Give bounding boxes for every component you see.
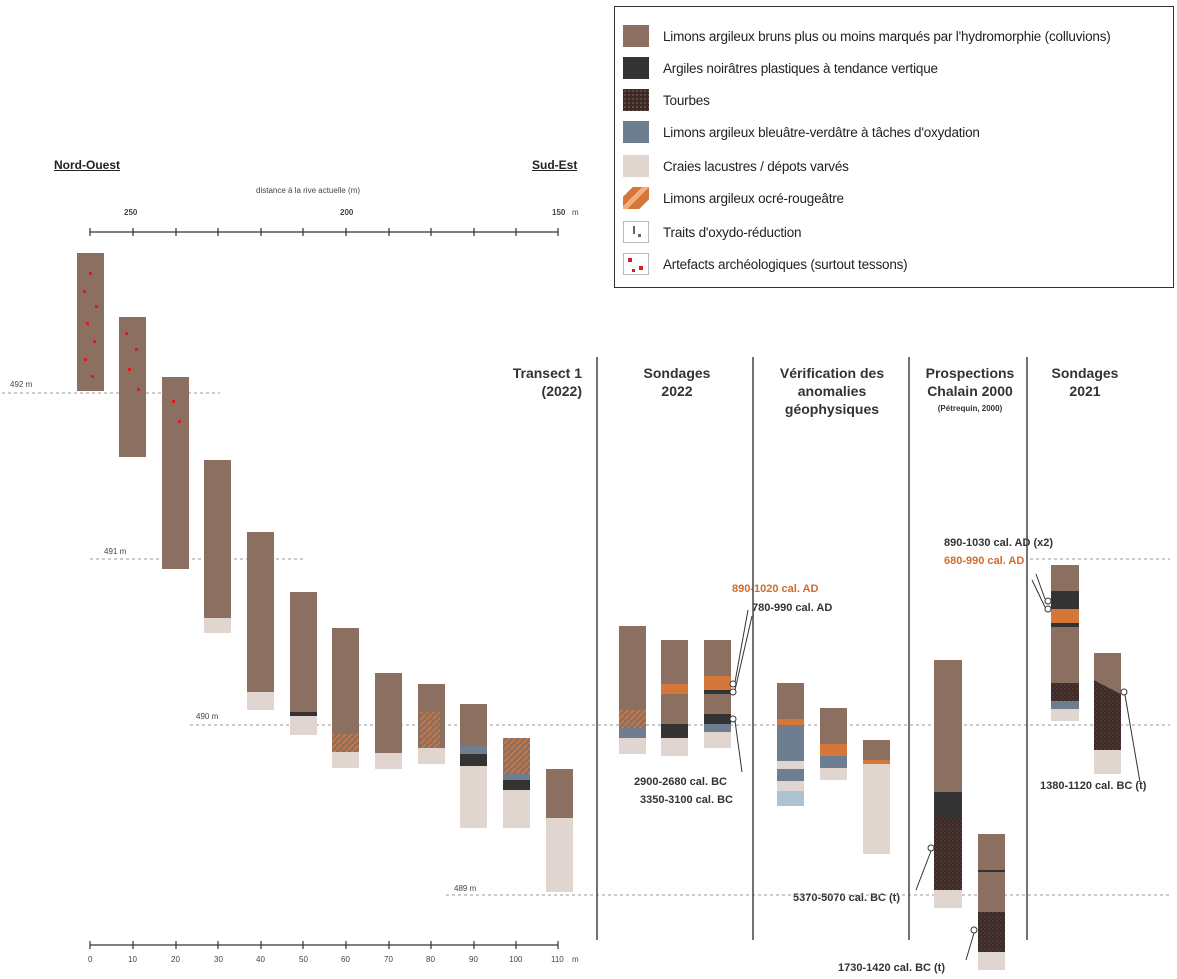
legend-item: Artefacts archéologiques (surtout tesson… [623, 253, 908, 275]
legend-label: Limons argileux bruns plus ou moins marq… [663, 28, 1111, 44]
bottom-axis [89, 941, 559, 949]
orientation-left-label: Nord-Ouest [54, 158, 120, 172]
bottom-axis-tick: 100 [509, 955, 523, 964]
date-label: 2900-2680 cal. BC [634, 776, 727, 788]
section-title-line: 2021 [1069, 383, 1101, 399]
legend-label: Traits d'oxydo-réduction [663, 224, 802, 240]
legend-label: Tourbes [663, 92, 710, 108]
bottom-axis-tick: 110 [551, 955, 564, 964]
legend-box: Limons argileux bruns plus ou moins marq… [614, 6, 1174, 288]
orientation-right-label: Sud-Est [532, 158, 578, 172]
sondages-2021-columns [1031, 565, 1141, 783]
legend-label: Limons argileux ocré-rougeâtre [663, 190, 844, 206]
bottom-axis-unit: m [572, 955, 579, 964]
legend-item: Limons argileux bleuâtre-verdâtre à tâch… [623, 121, 980, 143]
chalain-2000-columns [915, 660, 1005, 970]
section-title-line: géophysiques [784, 401, 880, 417]
top-axis-tick: 200 [340, 208, 354, 217]
top-axis [89, 228, 559, 236]
date-label: 780-990 cal. AD [752, 602, 833, 614]
section-title-line: (2022) [541, 383, 582, 399]
section-title-line: Transect 1 [512, 365, 582, 381]
section-title-geophysique: Vérification des anomalies géophysiques [764, 364, 900, 418]
section-title-line: Sondages [643, 365, 711, 381]
sondages-2022-columns [619, 609, 753, 773]
top-axis-tick: 150 [552, 208, 566, 217]
section-title-line: Prospections [925, 365, 1015, 381]
top-axis-tick: 250 [124, 208, 138, 217]
ochre-swatch-icon [623, 187, 649, 209]
bottom-axis-tick: 80 [426, 955, 435, 964]
section-separators [596, 357, 1028, 940]
section-title-transect-1: Transect 1 (2022) [462, 364, 582, 400]
date-label: 1380-1120 cal. BC (t) [1040, 780, 1147, 792]
altitude-label: 491 m [104, 547, 127, 556]
date-label: 3350-3100 cal. BC [640, 794, 733, 806]
legend-item: Limons argileux ocré-rougeâtre [623, 187, 844, 209]
legend-item: Tourbes [623, 89, 710, 111]
legend-item: Traits d'oxydo-réduction [623, 221, 802, 243]
section-title-line: Chalain 2000 [927, 383, 1013, 399]
chalk-swatch-icon [623, 155, 649, 177]
brown-swatch-icon [623, 25, 649, 47]
bottom-axis-tick: 0 [88, 955, 93, 964]
section-title-line: 2022 [661, 383, 693, 399]
legend-item: Limons argileux bruns plus ou moins marq… [623, 25, 1111, 47]
bottom-axis-tick: 10 [128, 955, 137, 964]
black-swatch-icon [623, 57, 649, 79]
legend-label: Artefacts archéologiques (surtout tesson… [663, 256, 908, 272]
date-label: 1730-1420 cal. BC (t) [838, 962, 945, 974]
date-label: 890-1030 cal. AD (x2) [944, 537, 1054, 549]
peat-swatch-icon [623, 89, 649, 111]
bottom-axis-tick: 40 [256, 955, 265, 964]
bottom-axis-tick: 50 [299, 955, 308, 964]
altitude-label: 489 m [454, 884, 477, 893]
section-title-line: Sondages [1051, 365, 1119, 381]
transect-1-columns [77, 253, 573, 892]
section-title-sondages-2021: Sondages 2021 [1030, 364, 1140, 400]
section-title-sondages-2022: Sondages 2022 [612, 364, 742, 400]
legend-label: Argiles noirâtres plastiques à tendance … [663, 60, 938, 76]
section-subtitle: (Pétrequin, 2000) [937, 404, 1003, 413]
date-label: 680-990 cal. AD [944, 555, 1025, 567]
altitude-label: 492 m [10, 380, 33, 389]
legend-item: Argiles noirâtres plastiques à tendance … [623, 57, 938, 79]
section-title-line: Vérification des [779, 365, 885, 381]
geophysics-columns [777, 683, 890, 854]
bottom-axis-tick: 30 [214, 955, 223, 964]
altitude-label: 490 m [196, 712, 219, 721]
bottom-axis-tick: 90 [469, 955, 478, 964]
legend-item: Craies lacustres / dépots varvés [623, 155, 849, 177]
section-title-line: anomalies [797, 383, 867, 399]
section-title-chalain-2000: Prospections Chalain 2000 (Pétrequin, 20… [912, 364, 1028, 418]
blue-swatch-icon [623, 121, 649, 143]
bottom-axis-tick: 70 [384, 955, 393, 964]
bottom-axis-tick: 60 [341, 955, 350, 964]
legend-label: Craies lacustres / dépots varvés [663, 158, 849, 174]
oxido-swatch-icon [623, 221, 649, 243]
legend-label: Limons argileux bleuâtre-verdâtre à tâch… [663, 124, 980, 140]
top-axis-title: distance à la rive actuelle (m) [256, 186, 361, 195]
bottom-axis-tick: 20 [171, 955, 180, 964]
artefact-swatch-icon [623, 253, 649, 275]
top-axis-unit: m [572, 208, 579, 217]
